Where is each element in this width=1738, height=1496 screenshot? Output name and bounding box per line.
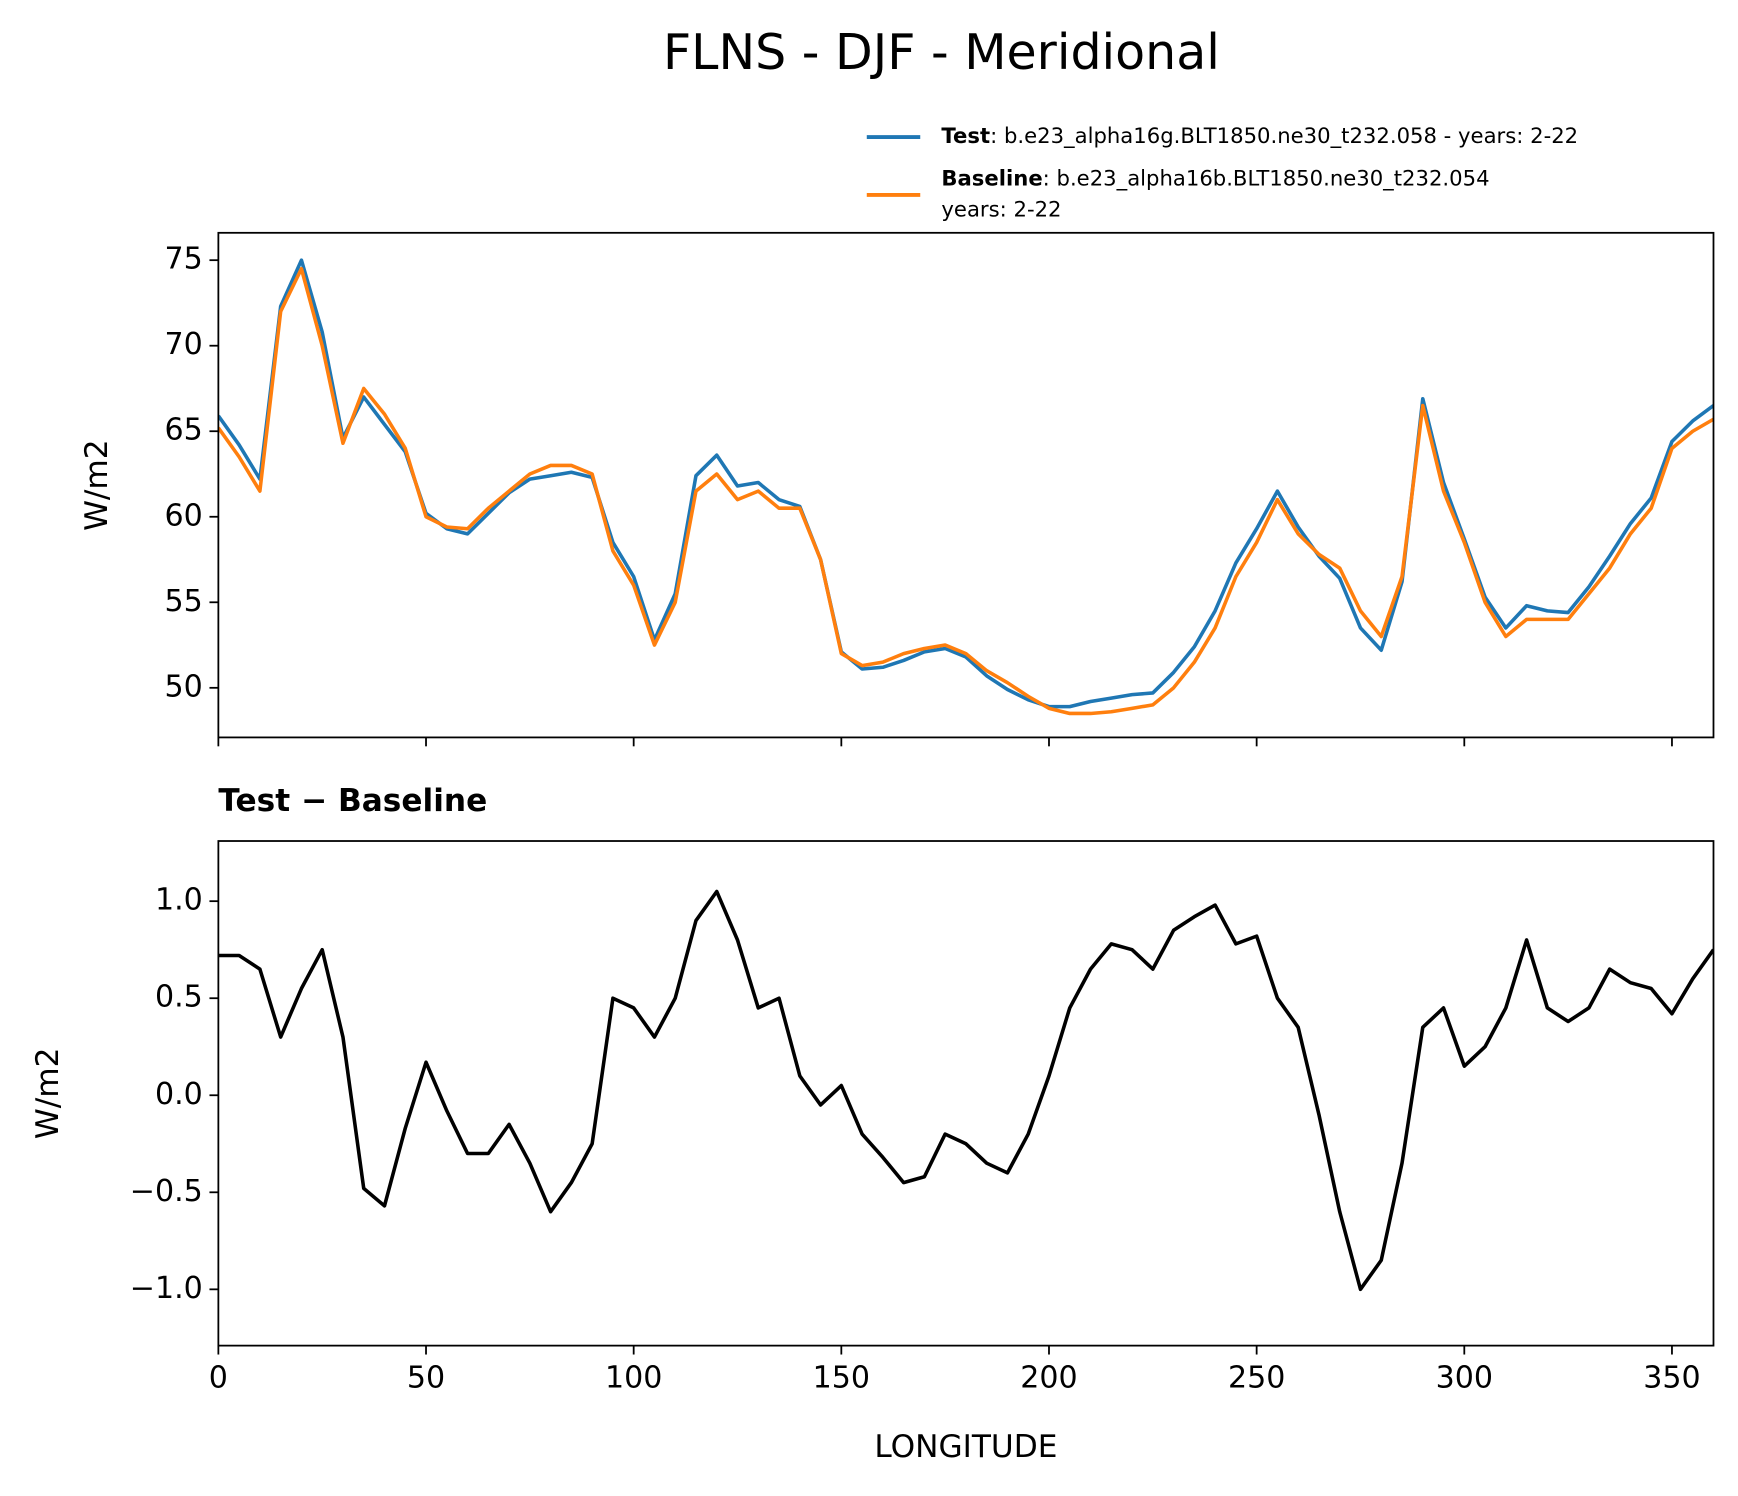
x-tick-label: 0: [209, 1361, 228, 1396]
y-tick-label: −1.0: [130, 1271, 203, 1306]
y-tick-label: 55: [164, 584, 202, 619]
x-tick-label: 200: [1020, 1361, 1077, 1396]
chart-title: FLNS - DJF - Meridional: [663, 24, 1220, 81]
x-tick-label: 300: [1436, 1361, 1493, 1396]
legend-entry: Test: b.e23_alpha16g.BLT1850.ne30_t232.0…: [941, 123, 1578, 148]
y-tick-label: 0.0: [155, 1077, 203, 1112]
y-tick-label: 60: [164, 498, 202, 533]
y-tick-label: 0.5: [155, 980, 203, 1015]
x-tick-label: 150: [813, 1361, 870, 1396]
legend-description: years: 2-22: [941, 197, 1061, 222]
x-axis-label: LONGITUDE: [874, 1429, 1057, 1465]
y-tick-label: 65: [164, 413, 202, 448]
x-tick-label: 50: [407, 1361, 445, 1396]
x-tick-label: 100: [605, 1361, 662, 1396]
legend-description: : b.e23_alpha16b.BLT1850.ne30_t232.054: [1043, 165, 1490, 190]
y-axis-label: W/m2: [79, 439, 115, 531]
series-line: [218, 889, 1714, 1292]
plot-frame: [217, 231, 1715, 739]
x-tick-label: 250: [1228, 1361, 1285, 1396]
legend-name: Test: [941, 123, 990, 148]
subplot-title: Test − Baseline: [218, 783, 487, 819]
series-line: [218, 258, 1714, 709]
y-axis-label: W/m2: [30, 1048, 66, 1140]
y-tick-label: 50: [164, 669, 202, 704]
y-tick-label: 1.0: [155, 883, 203, 918]
legend-name: Baseline: [941, 165, 1042, 190]
y-tick-label: 70: [164, 327, 202, 362]
y-tick-label: 75: [164, 242, 202, 277]
x-tick-label: 350: [1643, 1361, 1700, 1396]
plot-frame: [217, 840, 1715, 1347]
series-line: [218, 266, 1714, 716]
legend-entry: Baseline: b.e23_alpha16b.BLT1850.ne30_t2…: [941, 165, 1489, 190]
y-tick-label: −0.5: [130, 1174, 203, 1209]
legend-description: : b.e23_alpha16g.BLT1850.ne30_t232.058 -…: [990, 123, 1578, 148]
